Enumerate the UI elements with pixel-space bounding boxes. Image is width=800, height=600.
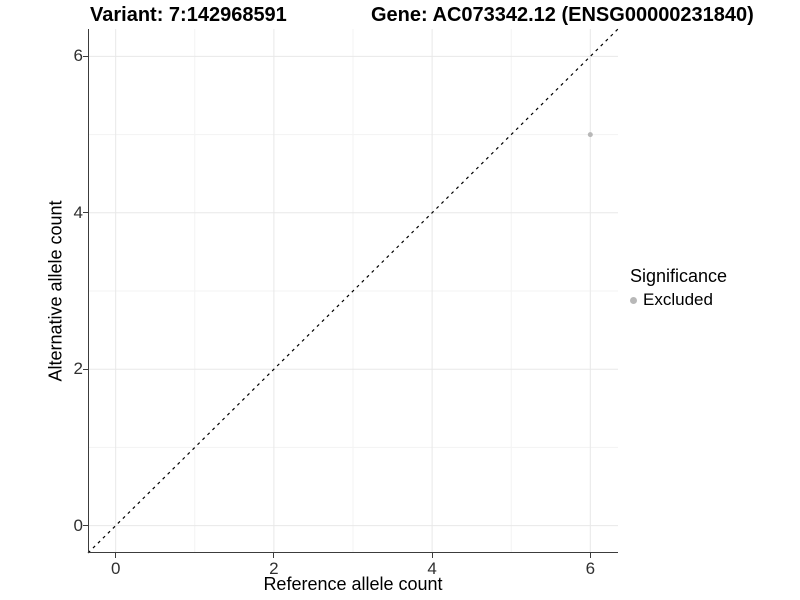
- x-axis-tick-mark: [589, 553, 591, 558]
- plot-panel: [87, 28, 619, 554]
- legend-item-label: Excluded: [643, 290, 713, 309]
- x-axis-tick-label: 6: [585, 559, 596, 578]
- y-axis-tick-label: 4: [73, 202, 83, 222]
- y-axis-tick-mark: [83, 55, 88, 57]
- y-axis-tick-label: 0: [73, 515, 83, 535]
- y-axis-tick-mark: [83, 212, 88, 214]
- y-axis-tick-label: 6: [73, 46, 83, 66]
- plot-title-variant: Variant: 7:142968591: [90, 4, 287, 26]
- legend: Significance Excluded: [630, 266, 727, 310]
- x-axis-title: Reference allele count: [263, 574, 443, 594]
- x-axis-tick-mark: [115, 553, 117, 558]
- y-axis-title-text: Alternative allele count: [45, 200, 66, 382]
- plot-canvas: [87, 28, 619, 554]
- legend-marker-circle-icon: [630, 296, 637, 304]
- y-axis-tick-mark: [83, 368, 88, 370]
- x-axis-tick-label: 4: [427, 559, 437, 578]
- legend-title: Significance: [630, 266, 728, 286]
- x-axis-tick-mark: [273, 553, 275, 558]
- plot-title-gene: Gene: AC073342.12 (ENSG00000231840): [371, 4, 754, 26]
- data-point: [587, 132, 593, 138]
- x-axis-tick-label: 2: [269, 559, 279, 578]
- x-axis-tick-mark: [431, 553, 433, 558]
- y-axis-tick-label: 2: [73, 359, 83, 379]
- legend-item-excluded: Excluded: [630, 290, 727, 310]
- y-axis-tick-mark: [83, 525, 88, 527]
- x-axis-tick-label: 0: [110, 559, 121, 578]
- identity-reference-line: [87, 28, 619, 554]
